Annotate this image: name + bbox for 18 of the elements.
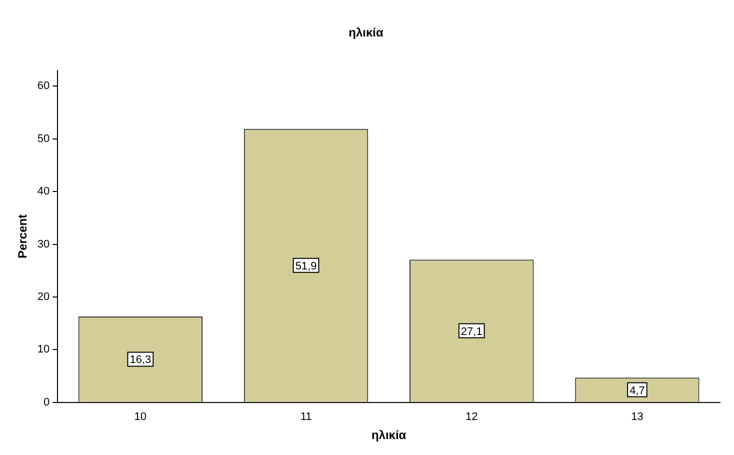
data-label: 16,3	[130, 354, 152, 366]
y-axis-title: Percent	[16, 214, 30, 258]
data-label: 51,9	[295, 260, 317, 272]
y-tick-label: 60	[37, 80, 50, 92]
data-label: 27,1	[460, 326, 482, 338]
y-tick-label: 30	[37, 238, 50, 250]
y-tick-label: 40	[37, 186, 50, 198]
y-tick-label: 20	[37, 291, 50, 304]
x-tick-label: 10	[134, 411, 147, 424]
x-axis-title: ηλικία	[371, 428, 407, 442]
chart-title: ηλικία	[348, 26, 384, 40]
x-tick-label: 13	[631, 411, 644, 424]
data-label: 4,7	[630, 384, 645, 397]
y-tick-label: 50	[37, 132, 50, 145]
y-tick-label: 10	[37, 344, 50, 356]
x-tick-label: 11	[300, 411, 312, 424]
x-tick-label: 12	[465, 411, 478, 424]
y-tick-label: 0	[44, 396, 50, 408]
